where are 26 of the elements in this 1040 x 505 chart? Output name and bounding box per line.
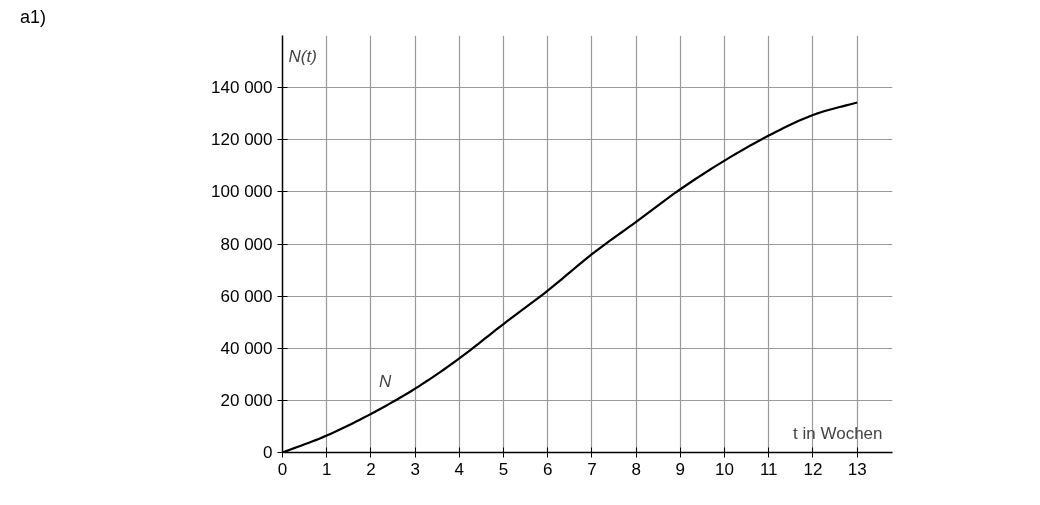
y-tick-label: 40 000 [220,338,273,358]
x-tick-label: 8 [631,459,641,479]
x-tick-label: 0 [277,459,288,479]
y-tick-label: 20 000 [220,390,273,410]
y-tick-label: 120 000 [211,130,273,150]
x-tick-label: 11 [759,459,778,479]
y-tick-label: 140 000 [211,78,273,98]
x-tick-label: 12 [803,459,823,479]
x-tick-label: 1 [321,459,332,479]
y-tick-label: 60 000 [220,286,273,306]
y-tick-label: 80 000 [220,234,273,254]
x-axis-title: t in Wochen [793,423,883,443]
x-tick-label: 5 [498,459,509,479]
y-axis-title: N(t) [288,46,317,66]
y-tick-label: 0 [263,443,273,462]
x-tick-label: 2 [366,459,376,479]
x-tick-label: 3 [410,459,420,479]
text: a1) [20,6,47,29]
x-tick-label: 13 [847,459,867,479]
x-tick-label: 7 [587,459,597,479]
x-tick-label: 10 [715,459,734,479]
x-tick-label: 9 [675,459,686,479]
series-label: N [379,372,393,392]
y-tick-label: 100 000 [211,182,273,202]
x-tick-label: 6 [542,459,553,479]
x-tick-label: 4 [454,459,465,479]
